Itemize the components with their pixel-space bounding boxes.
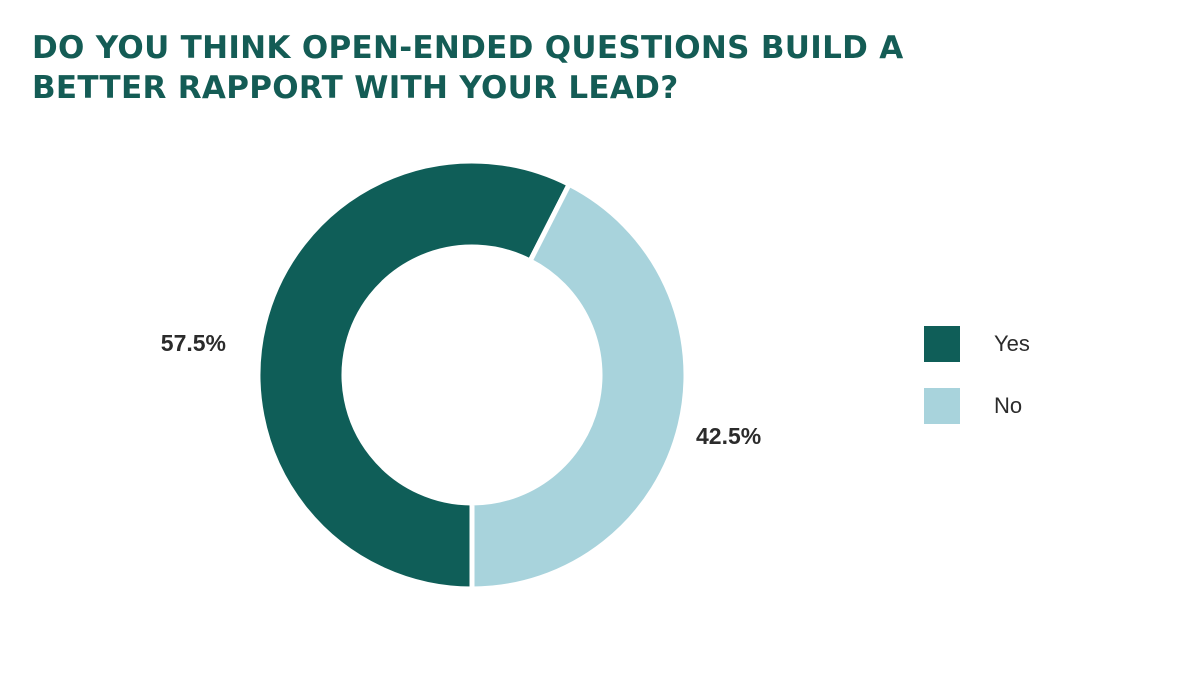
legend-label-no: No (994, 393, 1023, 418)
chart-legend: Yes No (924, 326, 1030, 450)
donut-slice-no[interactable] (469, 180, 689, 592)
chart-title: DO YOU THINK OPEN-ENDED QUESTIONS BUILD … (32, 30, 904, 106)
donut-slice-yes[interactable] (255, 158, 573, 592)
data-label-yes: 57.5% (161, 330, 226, 356)
donut-slices (255, 158, 689, 592)
legend-item-yes[interactable]: Yes (924, 326, 1030, 362)
legend-label-yes: Yes (994, 331, 1030, 356)
legend-swatch-yes (924, 326, 960, 362)
legend-item-no[interactable]: No (924, 388, 1030, 424)
legend-swatch-no (924, 388, 960, 424)
data-label-no: 42.5% (696, 423, 761, 449)
donut-data-labels: 57.5% 42.5% (161, 330, 761, 449)
